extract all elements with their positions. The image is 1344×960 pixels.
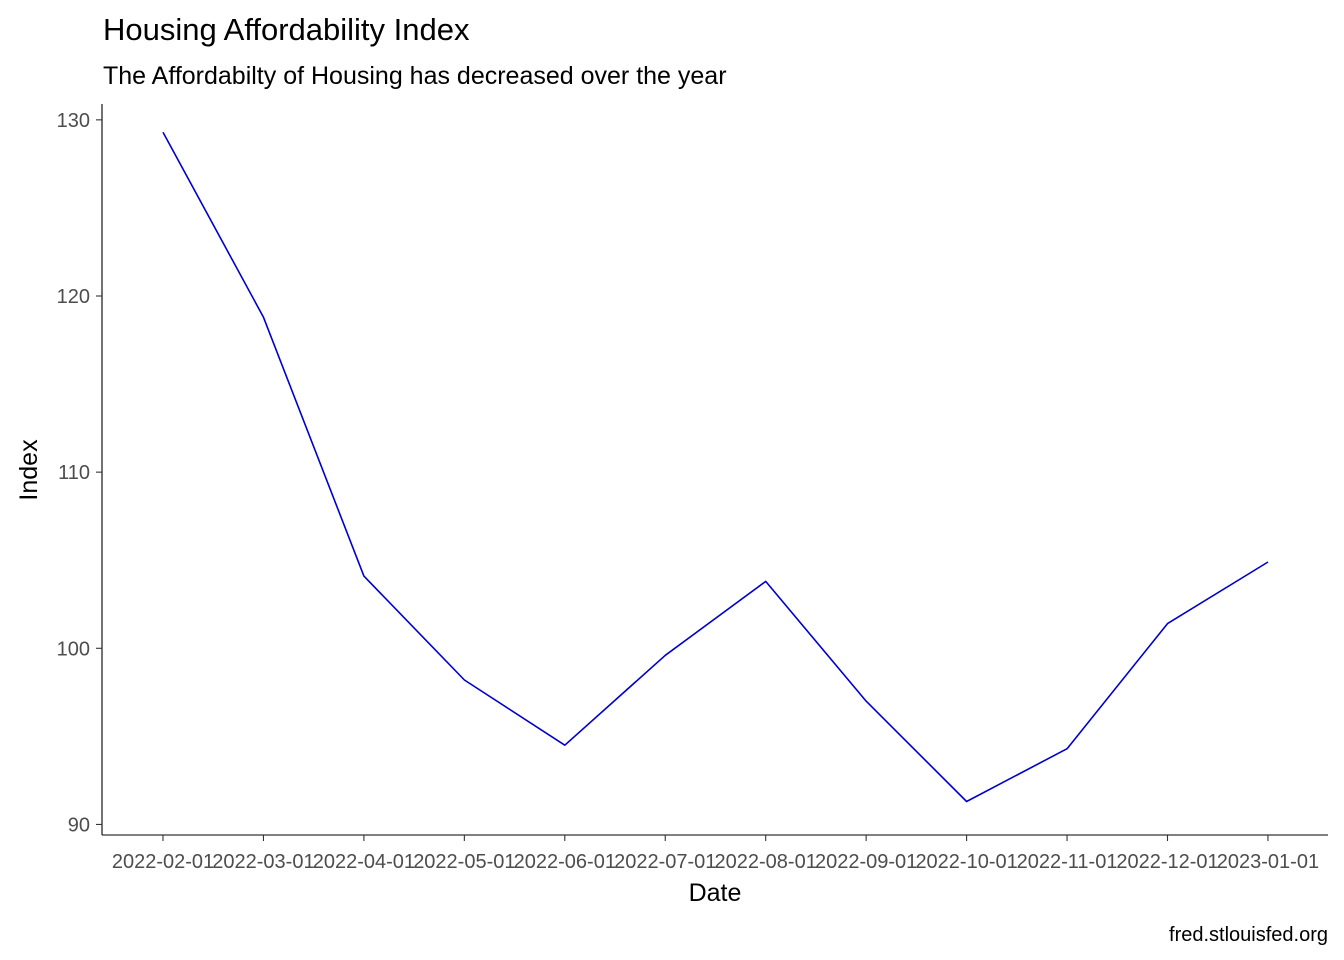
x-tick-label: 2022-10-01 <box>915 851 1017 873</box>
chart-subtitle: The Affordabilty of Housing has decrease… <box>103 62 727 90</box>
x-tick-label: 2022-07-01 <box>614 851 716 873</box>
y-axis-title: Index <box>15 439 43 501</box>
x-tick-label: 2023-01-01 <box>1217 851 1319 873</box>
x-tick-label: 2022-08-01 <box>715 851 817 873</box>
x-tick-label: 2022-12-01 <box>1116 851 1218 873</box>
series-line <box>162 131 1269 803</box>
y-tick-label: 90 <box>68 814 90 836</box>
x-axis-title: Date <box>689 879 742 907</box>
x-tick-label: 2022-06-01 <box>514 851 616 873</box>
x-tick-label: 2022-03-01 <box>212 851 314 873</box>
x-tick-label: 2022-02-01 <box>112 851 214 873</box>
x-tick-label: 2022-04-01 <box>313 851 415 873</box>
y-tick-label: 110 <box>58 462 90 484</box>
plot-area: 901001101201302022-02-012022-03-012022-0… <box>57 104 1328 873</box>
x-tick-label: 2022-09-01 <box>815 851 917 873</box>
x-tick-label: 2022-05-01 <box>413 851 515 873</box>
y-tick-label: 120 <box>57 286 90 308</box>
x-tick-label: 2022-11-01 <box>1017 851 1118 873</box>
y-tick-label: 130 <box>57 110 90 132</box>
chart-title: Housing Affordability Index <box>103 12 470 47</box>
source-caption: fred.stlouisfed.org <box>1169 924 1328 946</box>
y-tick-label: 100 <box>57 638 90 660</box>
